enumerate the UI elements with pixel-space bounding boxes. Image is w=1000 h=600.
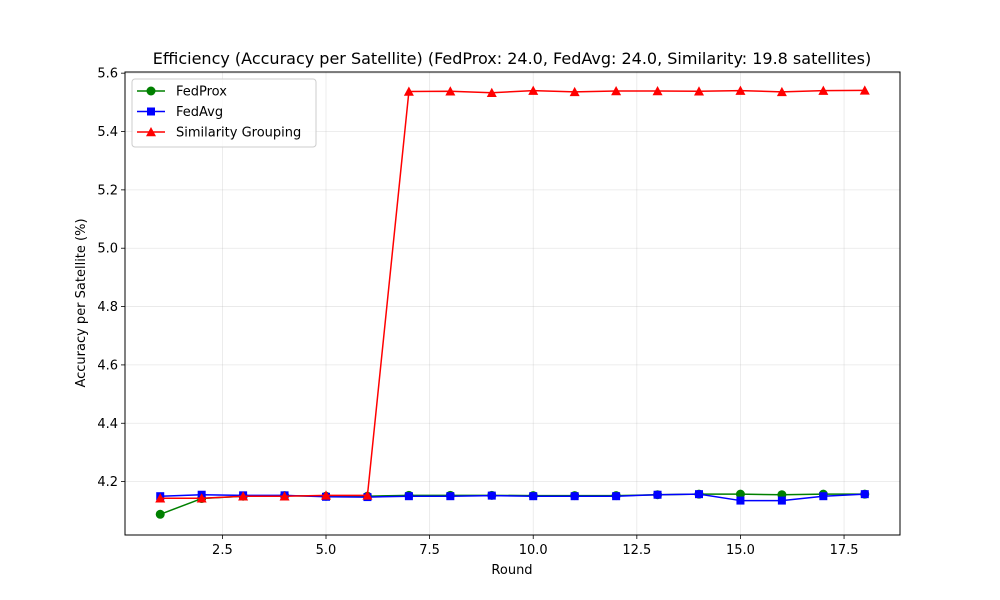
y-tick-label: 5.4	[97, 125, 118, 140]
legend-label: FedAvg	[176, 105, 223, 120]
chart-title: Efficiency (Accuracy per Satellite) (Fed…	[153, 49, 871, 68]
y-axis-label: Accuracy per Satellite (%)	[74, 218, 89, 387]
series-line	[160, 493, 865, 502]
y-tick-label: 4.2	[97, 475, 118, 490]
legend-item: Similarity Grouping	[137, 126, 301, 141]
data-point	[486, 87, 497, 97]
legend: FedProx FedAvg Similarity Grouping	[131, 78, 317, 148]
y-tick-label: 5.2	[97, 183, 118, 198]
x-tick-label: 17.5	[830, 543, 859, 558]
series-line	[160, 89, 865, 499]
data-point	[487, 491, 496, 500]
data-point	[445, 86, 456, 96]
x-tick-label: 15.0	[726, 543, 755, 558]
x-axis-label: Round	[491, 563, 532, 578]
data-point	[404, 492, 413, 501]
data-point	[362, 490, 373, 500]
y-tick-label: 4.8	[97, 300, 118, 315]
data-point	[652, 85, 663, 96]
legend-marker	[146, 127, 156, 137]
data-point	[653, 490, 662, 499]
legend-label: Similarity Grouping	[176, 126, 301, 141]
data-point	[612, 492, 621, 501]
y-tick-label: 4.4	[97, 417, 118, 432]
plot-frame	[124, 71, 901, 536]
x-axis-ticks: 2.5 5.0 7.5 10.0 12.5 15.0 17.5	[212, 535, 859, 558]
data-point	[860, 490, 869, 499]
data-point	[155, 509, 165, 519]
data-point	[528, 85, 539, 95]
data-point	[403, 86, 414, 96]
data-point	[818, 85, 829, 95]
data-point	[238, 491, 249, 501]
series-2	[155, 85, 870, 503]
data-point	[529, 492, 538, 501]
data-point	[196, 493, 207, 503]
data-point	[694, 490, 703, 499]
data-point	[321, 490, 332, 500]
data-point	[693, 86, 704, 96]
x-tick-label: 7.5	[419, 543, 440, 558]
data-point	[735, 85, 746, 95]
x-tick-label: 2.5	[212, 543, 233, 558]
y-tick-label: 5.0	[97, 242, 118, 257]
data-point	[569, 86, 580, 97]
y-tick-label: 4.6	[97, 358, 118, 373]
data-point	[735, 489, 745, 499]
data-point	[736, 496, 745, 505]
data-point	[819, 492, 828, 501]
grid	[125, 72, 900, 535]
data-point	[279, 491, 290, 501]
legend-item: FedProx	[137, 85, 227, 100]
data-point	[859, 85, 870, 95]
x-tick-label: 10.0	[519, 543, 548, 558]
data-point	[777, 496, 786, 505]
legend-item: FedAvg	[137, 105, 223, 120]
data-point	[446, 492, 455, 501]
data-point	[776, 86, 787, 97]
x-tick-label: 12.5	[622, 543, 651, 558]
legend-marker	[147, 107, 155, 116]
data-point	[155, 493, 166, 503]
legend-box	[131, 78, 317, 148]
data-point	[570, 492, 579, 501]
y-axis-ticks: 4.2 4.4 4.6 4.8 5.0 5.2 5.4 5.6	[97, 67, 125, 490]
y-tick-label: 5.6	[97, 67, 118, 82]
legend-label: FedProx	[176, 85, 227, 100]
series-lines	[155, 85, 870, 519]
data-point	[611, 85, 622, 96]
legend-marker	[146, 86, 156, 96]
x-tick-label: 5.0	[316, 543, 337, 558]
